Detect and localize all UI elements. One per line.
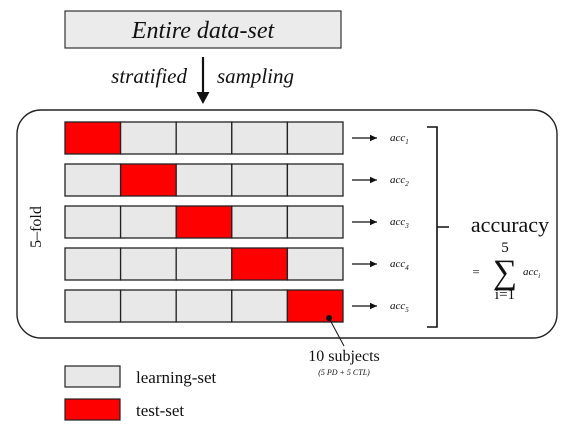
subjects-label: 10 subjects <box>308 348 380 365</box>
learning-cell <box>286 247 344 281</box>
learning-cell <box>231 289 289 323</box>
learning-cell <box>231 121 289 155</box>
legend-learning-swatch <box>64 365 121 388</box>
annotation-pointer <box>328 317 345 347</box>
test-cell <box>64 121 122 155</box>
learning-cell <box>64 247 122 281</box>
legend-test-label: test-set <box>136 401 184 420</box>
learning-cell <box>286 121 344 155</box>
learning-cell <box>286 163 344 197</box>
fold-accuracy-label: acc3 <box>390 216 409 230</box>
sampling-label: sampling <box>217 64 294 88</box>
entire-dataset-box <box>64 10 342 49</box>
learning-cell <box>175 247 233 281</box>
fold-rows: acc1 acc2 acc3 acc4 acc5 <box>64 121 409 323</box>
learning-cell <box>231 205 289 239</box>
sampling-arrowhead <box>196 92 210 104</box>
learning-cell <box>286 205 344 239</box>
fold-count-label: 5–fold <box>28 206 45 248</box>
sum-equals: = <box>472 264 479 279</box>
sum-upper-limit: 5 <box>501 240 509 256</box>
fold-accuracy-label: acc1 <box>390 132 409 146</box>
learning-cell <box>119 289 177 323</box>
fold-accuracy-label: acc4 <box>390 258 409 272</box>
test-cell <box>286 289 344 323</box>
stratified-label: stratified <box>111 64 187 88</box>
folds-container <box>16 109 558 339</box>
sum-term: acci <box>523 266 540 280</box>
annotation-dot <box>326 315 332 321</box>
entire-dataset-title: Entire data-set <box>131 18 276 44</box>
learning-cell <box>119 121 177 155</box>
legend-learning-label: learning-set <box>136 368 217 387</box>
fold-accuracy-label: acc5 <box>390 300 409 314</box>
legend-test-swatch <box>64 398 121 421</box>
learning-cell <box>175 121 233 155</box>
learning-cell <box>64 289 122 323</box>
test-cell <box>175 205 233 239</box>
accuracy-brace <box>427 126 449 328</box>
fold-accuracy-label: acc2 <box>390 174 409 188</box>
subjects-detail: (5 PD + 5 CTL) <box>318 368 370 377</box>
test-cell <box>119 163 177 197</box>
learning-cell <box>64 205 122 239</box>
sum-lower-limit: i=1 <box>495 287 515 303</box>
learning-cell <box>119 247 177 281</box>
learning-cell <box>175 163 233 197</box>
learning-cell <box>231 163 289 197</box>
sum-sign: ∑ <box>493 254 517 291</box>
learning-cell <box>64 163 122 197</box>
accuracy-label: accuracy <box>471 212 549 237</box>
learning-cell <box>119 205 177 239</box>
test-cell <box>231 247 289 281</box>
learning-cell <box>175 289 233 323</box>
